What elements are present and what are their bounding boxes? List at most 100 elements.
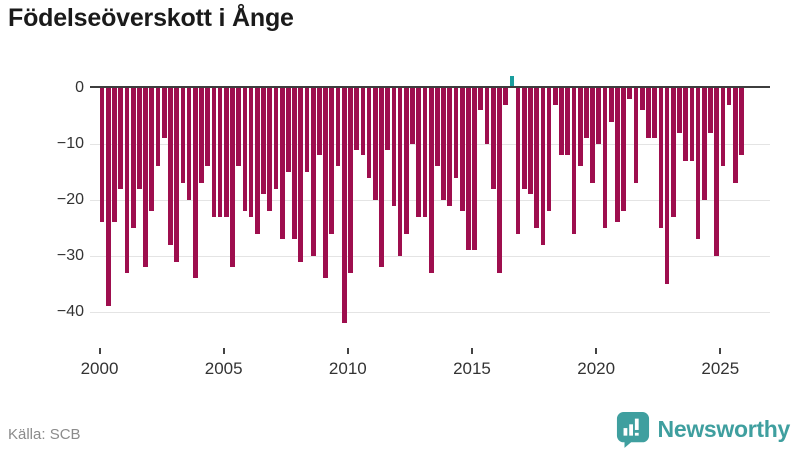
bar-negative (584, 88, 589, 139)
bar-negative (726, 88, 732, 105)
bar-negative (646, 88, 651, 139)
bar-negative (534, 88, 540, 228)
bar-negative (733, 88, 738, 184)
bar-negative (596, 88, 602, 144)
bar-negative (546, 88, 552, 212)
bar-negative (199, 88, 204, 184)
bar-negative (304, 88, 310, 172)
bar-negative (279, 88, 285, 240)
bar-negative (552, 88, 558, 105)
bar-negative (261, 88, 266, 195)
bar-negative (720, 88, 726, 167)
source-label: Källa: SCB (8, 426, 81, 443)
y-axis-tick-label: −10 (56, 134, 84, 152)
bar-negative (459, 88, 465, 212)
bar-negative (118, 88, 124, 189)
bar-negative (341, 88, 347, 324)
newsworthy-wordmark: Newsworthy (657, 416, 791, 442)
bar-negative (503, 88, 508, 105)
bar-negative (286, 88, 291, 172)
bar-negative (472, 88, 477, 251)
bar-negative (354, 88, 359, 150)
x-axis-tick-mark (470, 348, 473, 354)
bar-negative (137, 88, 142, 189)
x-axis-tick-label: 2000 (80, 359, 119, 378)
bar-negative (739, 88, 744, 156)
bar-negative (372, 88, 378, 200)
x-axis-tick-label: 2025 (701, 359, 740, 378)
bar-negative (360, 88, 366, 156)
bar-negative (223, 88, 229, 217)
bar-negative (391, 88, 397, 206)
y-axis-tick-label: −20 (56, 190, 84, 208)
bar-negative (242, 88, 248, 212)
bar-negative (317, 88, 322, 156)
bar-negative (403, 88, 409, 234)
bar-negative (695, 88, 701, 240)
x-axis-tick-mark (719, 348, 722, 354)
bar-negative (366, 88, 372, 178)
bar-negative (99, 88, 105, 223)
bar-negative (248, 88, 254, 217)
plot-area: 0 −10 −20 −30 −40 2000 2005 2010 2015 2020 2025 (56, 76, 770, 378)
bar-negative (298, 88, 304, 262)
bar-negative (273, 88, 279, 189)
bar-negative (714, 88, 720, 256)
bar-negative (168, 88, 173, 245)
bar-negative (689, 88, 695, 161)
bar-negative (348, 88, 353, 273)
x-axis-tick-label: 2015 (453, 359, 491, 378)
bar-negative (329, 88, 335, 234)
chart-title: Födelseöverskott i Ånge (8, 4, 294, 32)
bar-negative (217, 88, 223, 217)
newsworthy-logo: Newsworthy (616, 411, 790, 448)
bar-negative (385, 88, 391, 150)
bar-negative (701, 88, 707, 200)
bar-negative (435, 88, 440, 167)
bar-negative (106, 88, 111, 307)
bar-negative (608, 88, 614, 122)
zero-axis-line (90, 86, 770, 88)
bar-negative (708, 88, 713, 133)
bar-negative (590, 88, 595, 184)
bar-negative (677, 88, 682, 133)
bar-negative (397, 88, 403, 256)
bar-negative (149, 88, 155, 212)
x-axis-tick-label: 2020 (577, 359, 616, 378)
bar-negative (466, 88, 471, 251)
bar-negative (428, 88, 434, 273)
bar-negative (639, 88, 645, 111)
bar-negative (174, 88, 179, 262)
bar-negative (521, 88, 527, 189)
bar-negative (621, 88, 626, 212)
bar-negative (497, 88, 502, 273)
bar-negative (211, 88, 217, 217)
bar-negative (490, 88, 496, 189)
bar-negative (112, 88, 117, 223)
bar-negative (255, 88, 260, 234)
bar-negative (670, 88, 676, 217)
bar-negative (310, 88, 316, 256)
bar-negative (379, 88, 384, 268)
bar-negative (652, 88, 657, 139)
bar-negative (565, 88, 571, 156)
bar-negative (192, 88, 198, 279)
bar-negative (186, 88, 192, 200)
bar-negative (453, 88, 459, 178)
bar-negative (130, 88, 136, 228)
bar-negative (615, 88, 620, 223)
bar-negative (416, 88, 422, 217)
bar-negative (528, 88, 533, 195)
bar-negative (602, 88, 608, 228)
bar-negative (124, 88, 130, 273)
x-axis-tick-mark (595, 348, 598, 354)
bar-negative (205, 88, 211, 167)
bar-negative (267, 88, 273, 212)
x-axis-tick-mark (222, 348, 225, 354)
bar-negative (571, 88, 577, 234)
bar-negative (155, 88, 161, 167)
bar-negative (143, 88, 148, 268)
bar-negative (236, 88, 242, 167)
bar-negative (230, 88, 235, 268)
